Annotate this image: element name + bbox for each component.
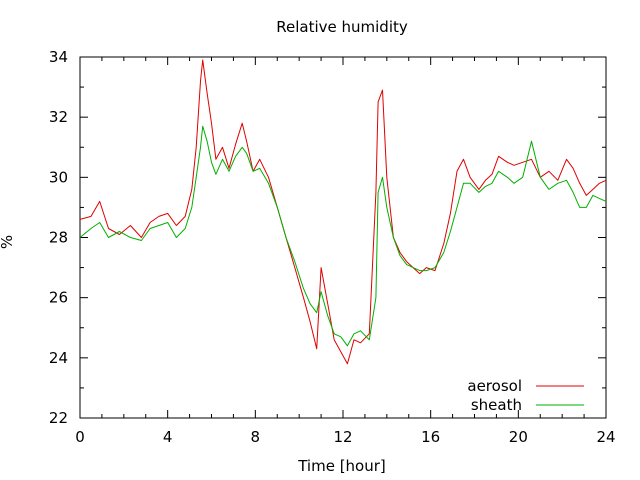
y-tick-label: 30 <box>49 168 68 186</box>
x-tick-label: 0 <box>75 428 85 446</box>
y-tick-label: 32 <box>49 108 68 126</box>
chart-title: Relative humidity <box>276 18 408 36</box>
y-axis-ticks: 22 24 26 28 30 32 34 <box>49 48 606 427</box>
y-tick-label: 24 <box>49 349 68 367</box>
y-tick-label: 22 <box>49 409 68 427</box>
legend-label-sheath: sheath <box>471 396 522 414</box>
x-tick-label: 20 <box>509 428 528 446</box>
series-line-aerosol <box>79 59 607 365</box>
y-tick-label: 34 <box>49 48 68 66</box>
x-tick-label: 24 <box>596 428 615 446</box>
y-tick-label: 28 <box>49 229 68 247</box>
y-tick-label: 26 <box>49 289 68 307</box>
minor-ticks <box>80 57 606 418</box>
y-axis-label: % <box>0 235 16 249</box>
x-axis-label: Time [hour] <box>297 457 386 475</box>
series-line-sheath <box>79 125 607 347</box>
x-tick-label: 16 <box>421 428 440 446</box>
series-lines <box>79 59 607 365</box>
legend-label-aerosol: aerosol <box>467 377 522 395</box>
plot-frame <box>79 56 607 419</box>
x-tick-label: 12 <box>333 428 352 446</box>
x-axis-ticks: 0 4 8 12 16 20 24 <box>75 57 616 446</box>
x-tick-label: 4 <box>163 428 173 446</box>
x-tick-label: 8 <box>251 428 261 446</box>
